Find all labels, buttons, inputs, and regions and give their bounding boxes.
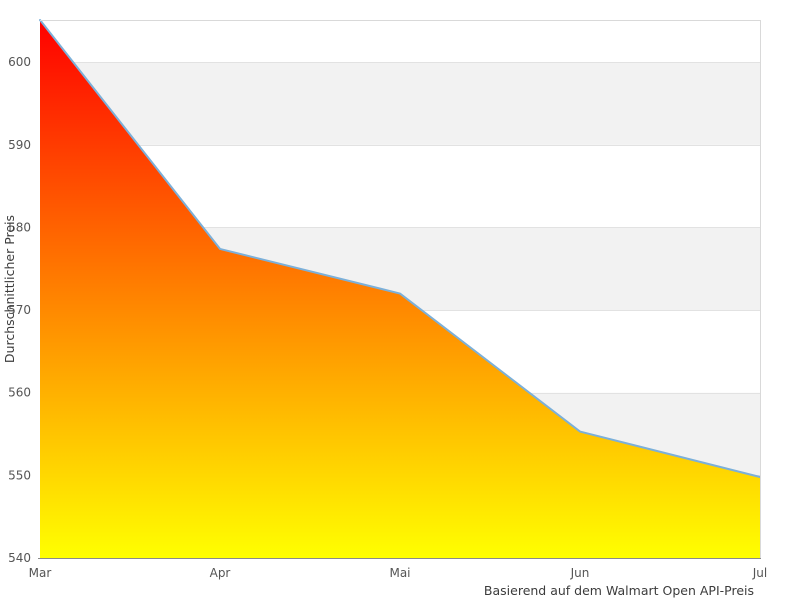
plot-borders bbox=[38, 20, 761, 559]
y-tick-label: 550 bbox=[8, 468, 31, 482]
x-tick-label: Jun bbox=[570, 566, 590, 580]
x-tick-label: Apr bbox=[210, 566, 231, 580]
x-axis-title: Basierend auf dem Walmart Open API-Preis bbox=[484, 583, 754, 598]
y-tick-label: 570 bbox=[8, 303, 31, 317]
price-area-series bbox=[40, 20, 760, 558]
price-series-line bbox=[39, 19, 761, 479]
x-tick-label: Mai bbox=[389, 566, 410, 580]
y-tick-label: 580 bbox=[8, 220, 31, 234]
grid-band bbox=[40, 62, 761, 145]
x-axis-tick-labels: Mar Apr Mai Jun Jul bbox=[29, 566, 768, 580]
x-tick-label: Jul bbox=[752, 566, 767, 580]
y-tick-label: 540 bbox=[8, 551, 31, 565]
x-tick-label: Mar bbox=[29, 566, 52, 580]
y-tick-label: 600 bbox=[8, 55, 31, 69]
y-tick-label: 590 bbox=[8, 138, 31, 152]
y-axis-title: Durchschnittlicher Preis bbox=[2, 215, 17, 363]
y-axis-tick-labels: 540 550 560 570 580 590 600 bbox=[8, 55, 31, 565]
y-tick-label: 560 bbox=[8, 386, 31, 400]
